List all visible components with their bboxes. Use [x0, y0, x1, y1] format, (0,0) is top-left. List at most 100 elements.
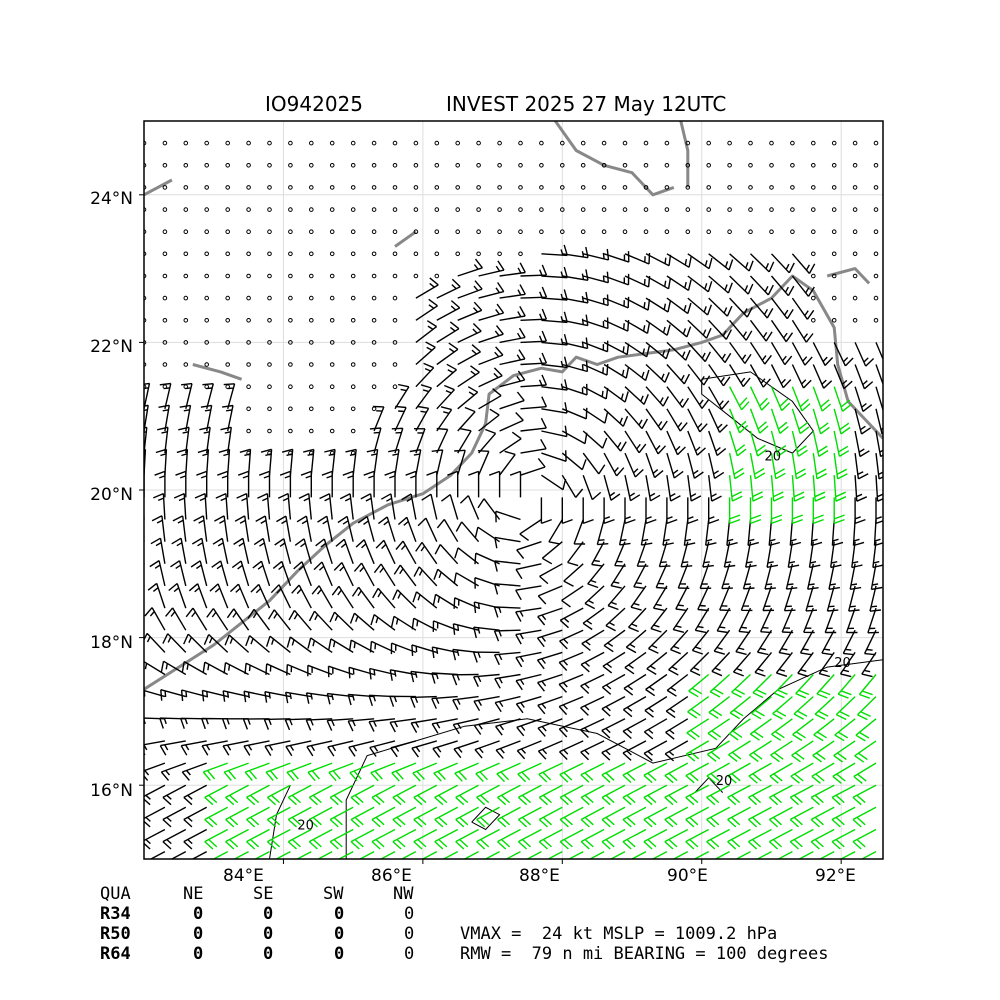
wind-barb — [666, 673, 689, 697]
contour-label: 20 — [716, 774, 733, 789]
wind-barb — [582, 408, 609, 424]
wind-barb — [645, 386, 670, 407]
wind-barb — [729, 319, 753, 341]
wind-barb — [791, 452, 807, 480]
calm-marker — [831, 163, 837, 168]
wind-barb — [624, 497, 636, 525]
wind-barb — [652, 585, 668, 611]
calm-marker — [539, 229, 544, 234]
calm-marker — [246, 229, 251, 234]
wind-barb — [636, 541, 649, 567]
calm-marker — [852, 295, 858, 301]
wind-barb — [478, 408, 500, 432]
wind-barb — [830, 541, 842, 569]
calm-marker — [727, 207, 732, 212]
wind-barb — [645, 341, 671, 360]
wind-barb — [144, 718, 145, 719]
wind-barb — [708, 275, 733, 294]
wind-barb — [735, 629, 752, 656]
wind-barb — [687, 696, 710, 719]
wind-barb — [537, 607, 563, 626]
wind-barb — [596, 519, 609, 546]
wind-barb — [516, 541, 542, 559]
calm-marker — [246, 163, 251, 168]
calm-marker — [288, 428, 293, 434]
calm-marker — [727, 185, 732, 190]
wind-barb — [222, 740, 249, 756]
wind-barb — [199, 426, 211, 454]
calm-marker — [225, 185, 230, 190]
calm-marker — [371, 406, 377, 412]
wind-barb — [170, 560, 187, 587]
wind-barb — [708, 497, 720, 525]
wind-barb — [171, 537, 187, 564]
wind-barb — [495, 740, 521, 759]
wind-barb — [687, 497, 699, 525]
calm-marker — [748, 185, 753, 190]
wind-barb — [687, 297, 713, 316]
calm-marker — [455, 140, 461, 146]
calm-marker — [727, 163, 732, 168]
calm-marker — [309, 163, 314, 168]
wind-barb — [833, 408, 851, 435]
wind-barb — [727, 762, 751, 784]
calm-marker — [643, 207, 649, 212]
calm-marker — [392, 140, 398, 146]
calm-marker — [580, 229, 586, 234]
wind-barb — [601, 784, 626, 806]
table-cell-r50-sw: 0 — [334, 924, 345, 944]
wind-barb — [183, 828, 208, 850]
calm-marker — [455, 251, 461, 257]
calm-marker — [769, 207, 774, 212]
wind-barb — [812, 386, 832, 412]
wind-barb — [474, 740, 500, 759]
wind-barb — [582, 452, 606, 475]
calm-marker — [622, 163, 628, 168]
calm-marker — [790, 163, 795, 168]
wind-barb — [499, 262, 526, 277]
calm-marker — [371, 229, 377, 234]
wind-barb — [172, 515, 187, 542]
wind-barb — [413, 428, 426, 454]
calm-marker — [560, 163, 565, 168]
calm-marker — [288, 450, 293, 456]
wind-barb — [519, 518, 542, 541]
wind-barb — [455, 828, 479, 850]
calm-marker — [144, 384, 147, 389]
wind-barb — [224, 634, 250, 653]
table-cell-r34-nw: 0 — [404, 904, 415, 924]
wind-barb — [787, 541, 800, 568]
wind-barb — [603, 452, 625, 477]
wind-barb — [812, 497, 824, 525]
wind-barb — [329, 806, 354, 828]
wind-barb — [463, 850, 479, 859]
wind-barb — [305, 718, 333, 731]
wind-barb — [476, 828, 500, 850]
wind-barb — [246, 784, 270, 806]
calm-marker — [873, 207, 879, 212]
wind-barb — [854, 475, 868, 502]
wind-barb — [499, 327, 526, 344]
calm-marker — [309, 428, 314, 434]
wind-barb — [193, 515, 208, 542]
wind-barb — [770, 497, 783, 525]
wind-barb — [559, 828, 584, 850]
wind-barb — [687, 364, 711, 386]
wind-barb — [369, 427, 382, 454]
wind-barb — [792, 718, 814, 742]
wind-barb — [580, 806, 605, 828]
wind-barb — [415, 362, 435, 388]
wind-barb — [212, 537, 229, 564]
wind-barb — [307, 762, 333, 782]
wind-barb — [162, 806, 187, 828]
wind-barb — [860, 850, 877, 859]
wind-barb — [645, 475, 661, 502]
wind-barb — [580, 828, 605, 850]
wind-barb — [810, 784, 835, 806]
wind-barb — [812, 453, 828, 480]
wind-barb — [697, 585, 710, 612]
wind-barb — [831, 828, 856, 850]
calm-marker — [309, 384, 314, 390]
calm-marker — [329, 163, 335, 168]
wind-barb — [349, 612, 375, 631]
